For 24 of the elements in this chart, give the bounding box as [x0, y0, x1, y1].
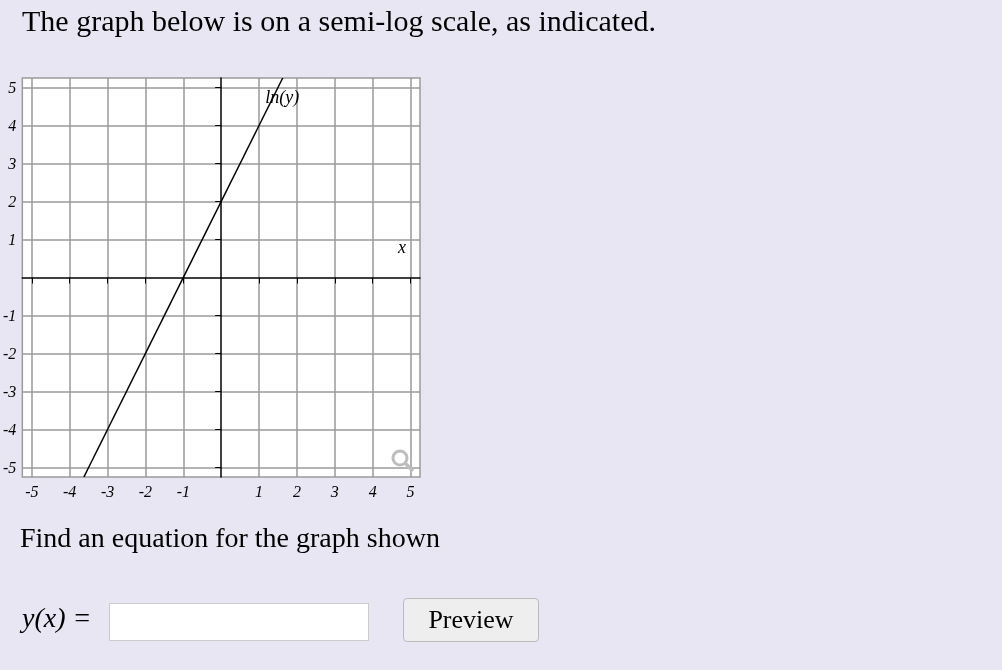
- y-tick-label: 5: [8, 79, 17, 96]
- x-tick-label: 3: [329, 482, 339, 500]
- y-tick-label: 1: [8, 231, 17, 248]
- x-axis-title: x: [397, 236, 406, 257]
- text: Find an equation for the graph shown: [20, 522, 440, 554]
- y-tick-label: -5: [3, 459, 17, 476]
- x-tick-label: 2: [292, 482, 301, 500]
- y-tick-label: -2: [3, 345, 17, 362]
- x-tick-label: 1: [255, 482, 264, 500]
- y-tick-label: 3: [7, 155, 17, 172]
- y-tick-label: -1: [3, 307, 17, 324]
- x-tick-label: -5: [25, 482, 39, 500]
- x-tick-label: -3: [100, 482, 115, 500]
- x-tick-label: -1: [176, 482, 190, 500]
- y-tick-label: 2: [8, 193, 17, 210]
- y-tick-label: 4: [8, 117, 17, 134]
- y-tick-label: -4: [3, 421, 17, 438]
- x-tick-label: -4: [63, 482, 77, 500]
- x-tick-label: -2: [138, 482, 153, 500]
- x-tick-label: 5: [406, 482, 415, 500]
- chart-title: The graph below is on a semi-log scale, as indicated.: [22, 4, 656, 38]
- preview-button: Preview: [403, 598, 539, 642]
- y-tick-label: -3: [3, 383, 17, 400]
- x-tick-label: 4: [368, 482, 377, 500]
